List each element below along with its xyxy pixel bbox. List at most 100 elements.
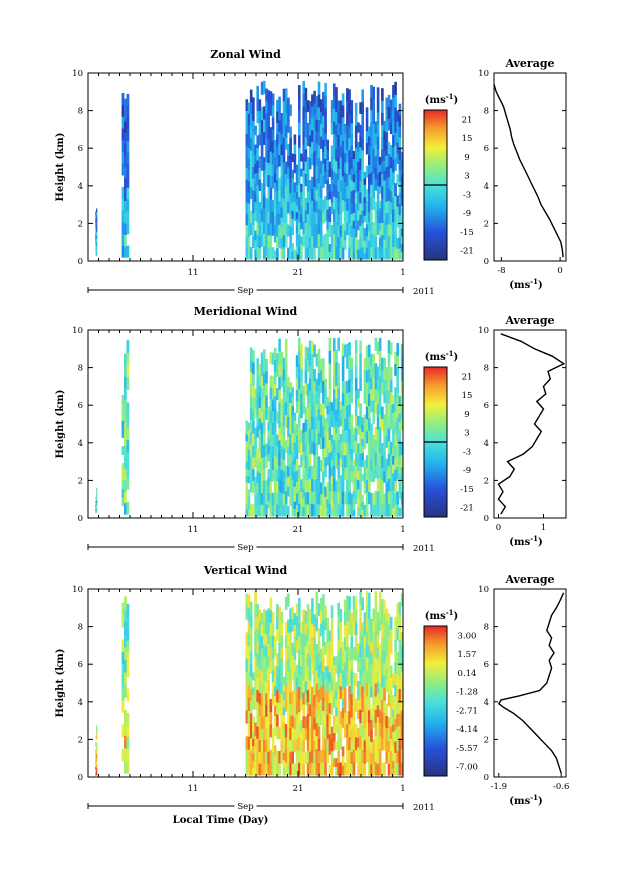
heatmap-cell [322, 594, 325, 608]
heatmap-cell [363, 682, 367, 694]
heatmap-cell [265, 716, 268, 729]
heatmap-cell [304, 504, 308, 517]
heatmap-cell [271, 247, 275, 260]
heatmap-cell [311, 503, 314, 517]
panel-title: Vertical Wind [203, 564, 288, 577]
heatmap-cell [337, 337, 340, 351]
heatmap-cell [324, 95, 327, 109]
heatmap-cell [326, 678, 329, 691]
heatmap-cell [260, 445, 264, 458]
heatmap-cell [363, 612, 367, 625]
heatmap-cell [357, 171, 360, 182]
heatmap-cell [394, 221, 397, 235]
heatmap-cell [313, 126, 316, 140]
heatmap-cell [95, 760, 97, 765]
heatmap-cell [278, 490, 281, 504]
heatmap-cell [357, 507, 360, 517]
heatmap-cell [341, 651, 345, 661]
heatmap-cell [293, 479, 297, 487]
heatmap-cell [126, 105, 130, 118]
heatmap-cell [333, 234, 336, 247]
heatmap-cell [121, 395, 125, 404]
heatmap-cell [326, 738, 329, 752]
heatmap-cell [381, 210, 384, 223]
heatmap-cell [330, 499, 334, 509]
heatmap-cell [352, 174, 356, 183]
heatmap-cell [343, 649, 347, 663]
heatmap-cell [398, 248, 402, 260]
heatmap-cell [392, 159, 395, 173]
heatmap-cell [337, 465, 340, 479]
heatmap-cell [374, 178, 378, 191]
heatmap-cell [394, 616, 397, 629]
heatmap-cell [315, 591, 319, 606]
heatmap-cell [370, 400, 373, 413]
heatmap-cell [372, 715, 375, 728]
heatmap-cell [276, 179, 279, 192]
heatmap-cell [256, 209, 259, 223]
heatmap-cell [383, 425, 386, 438]
heatmap-cell [282, 100, 286, 114]
heatmap-cell [317, 360, 321, 374]
heatmap-cell [383, 625, 386, 639]
heatmap-cell [95, 252, 97, 256]
heatmap-cell [267, 727, 270, 740]
heatmap-cell [280, 457, 284, 470]
heatmap-cell [269, 91, 273, 104]
heatmap-cell [265, 358, 268, 372]
heatmap-cell [370, 641, 373, 653]
heatmap-cell [278, 478, 281, 492]
heatmap-cell [284, 351, 288, 365]
heatmap-cell [335, 656, 338, 666]
heatmap-cell [287, 376, 290, 387]
heatmap-cell [357, 756, 360, 767]
heatmap-cell [348, 454, 351, 467]
heatmap-cell [295, 198, 299, 206]
heatmap-cell [400, 671, 404, 685]
heatmap-cell [302, 93, 305, 107]
heatmap-cell [359, 630, 362, 645]
heatmap-cell [260, 81, 264, 95]
heatmap-cell [383, 170, 386, 181]
heatmap-cell [304, 124, 308, 138]
heatmap-cell [315, 735, 319, 750]
heatmap-cell [385, 504, 389, 517]
heatmap-cell [322, 369, 325, 382]
heatmap-cell [291, 739, 294, 752]
heatmap-cell [398, 473, 402, 483]
heatmap-cell [376, 111, 380, 125]
heatmap-cell [317, 504, 321, 517]
heatmap-cell [311, 341, 314, 354]
heatmap-cell [254, 211, 257, 222]
heatmap-cell [126, 210, 130, 223]
heatmap-cell [289, 679, 292, 693]
heatmap-cell [302, 395, 305, 405]
heatmap-cell [374, 167, 378, 180]
heatmap-cell [324, 437, 327, 448]
heatmap-cell [284, 465, 288, 479]
heatmap-cell [326, 642, 329, 655]
heatmap-cell [398, 404, 402, 414]
heatmap-cell [381, 737, 384, 751]
heatmap-cell [273, 148, 277, 158]
heatmap-cell [337, 490, 340, 504]
heatmap-cell [392, 507, 395, 517]
heatmap-cell [245, 488, 249, 496]
heatmap-cell [271, 763, 275, 776]
heatmap-cell [372, 632, 375, 645]
heatmap-cell [365, 394, 369, 407]
heatmap-cell [387, 503, 391, 517]
unit-exponent: -1 [446, 608, 454, 617]
heatmap-cell [124, 364, 127, 377]
heatmap-cell [282, 448, 286, 460]
heatmap-cell [372, 234, 375, 248]
heatmap-cell [302, 739, 305, 752]
heatmap-cell [308, 101, 312, 113]
heatmap-cell [370, 122, 373, 136]
heatmap-cell [96, 225, 98, 229]
heatmap-cell [352, 228, 356, 237]
heatmap-cell [304, 646, 308, 659]
heatmap-cell [328, 640, 332, 652]
heatmap-cell [337, 627, 340, 641]
heatmap-cell [372, 353, 375, 366]
